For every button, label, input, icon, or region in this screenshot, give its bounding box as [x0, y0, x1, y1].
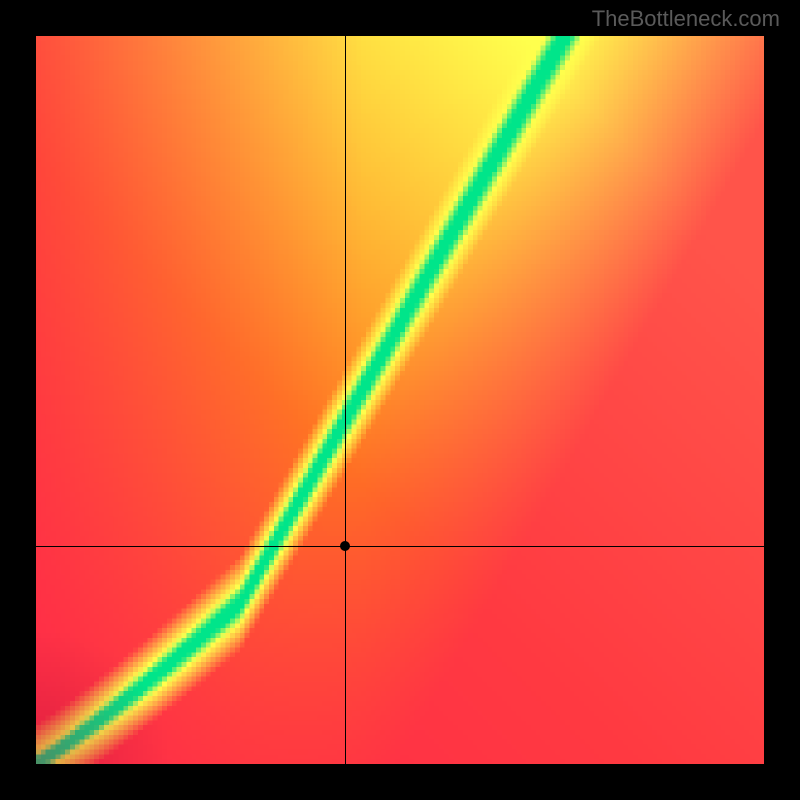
heatmap-canvas	[36, 36, 764, 764]
marker-dot	[340, 541, 350, 551]
crosshair-vertical	[345, 36, 346, 764]
heatmap-plot	[36, 36, 764, 764]
watermark-text: TheBottleneck.com	[592, 6, 780, 32]
crosshair-horizontal	[36, 546, 764, 547]
